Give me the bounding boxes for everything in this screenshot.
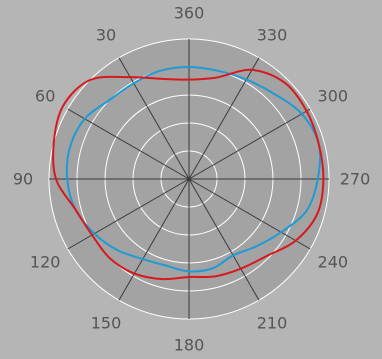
angular-tick-label: 60	[35, 87, 55, 106]
angular-tick-label: 120	[30, 253, 61, 272]
angular-gridline	[188, 178, 260, 301]
angular-gridline	[67, 178, 190, 250]
angular-tick-label: 300	[318, 87, 349, 106]
angular-tick-label: 270	[340, 170, 371, 189]
series-line-2	[52, 68, 325, 281]
angular-gridline	[118, 178, 190, 301]
angular-tick-label: 210	[257, 313, 288, 332]
angular-tick-label: 90	[13, 170, 33, 189]
angular-tick-label: 150	[91, 313, 122, 332]
angular-gridline	[188, 57, 260, 180]
data-series-layer	[52, 66, 325, 281]
angular-gridline	[188, 108, 311, 180]
angular-tick-label: 240	[318, 253, 349, 272]
angular-tick-label: 360	[174, 4, 205, 23]
angular-gridline	[188, 178, 311, 250]
angular-gridline	[67, 108, 190, 180]
angular-tick-label: 30	[96, 26, 116, 45]
angular-tick-labels: 360 30 60 90 120 150 180 210 240 270 300 330	[13, 4, 370, 355]
angular-tick-label: 330	[257, 26, 288, 45]
angular-tick-label: 180	[174, 336, 205, 355]
series-line-1	[65, 66, 322, 273]
